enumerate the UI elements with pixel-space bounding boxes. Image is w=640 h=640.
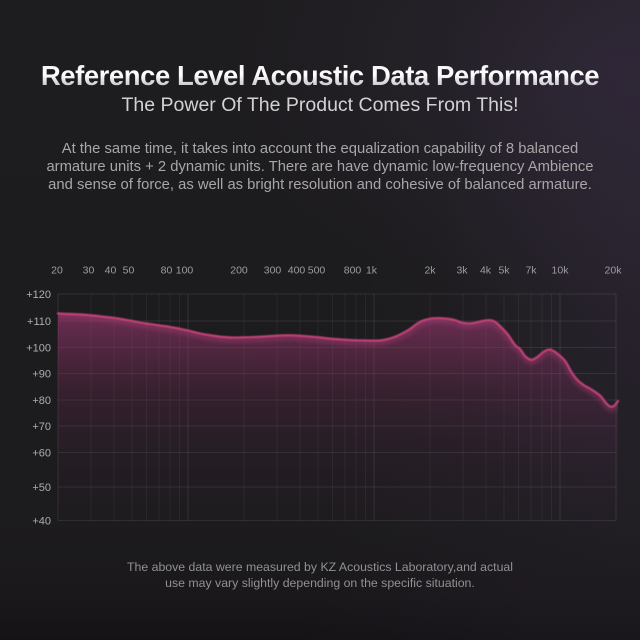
svg-text:200: 200	[230, 265, 248, 277]
svg-text:20: 20	[51, 265, 63, 277]
svg-text:+70: +70	[32, 421, 51, 433]
svg-text:80: 80	[161, 265, 173, 277]
svg-text:800: 800	[344, 265, 362, 277]
svg-text:50: 50	[123, 265, 135, 277]
svg-text:+80: +80	[32, 395, 51, 407]
svg-text:+120: +120	[26, 289, 51, 301]
svg-text:2k: 2k	[424, 265, 436, 277]
svg-text:300: 300	[264, 265, 282, 277]
svg-text:400: 400	[288, 265, 306, 277]
svg-text:500: 500	[308, 265, 326, 277]
svg-text:4k: 4k	[480, 265, 492, 277]
svg-text:20k: 20k	[605, 265, 623, 277]
svg-text:+100: +100	[26, 342, 51, 354]
svg-text:+110: +110	[27, 316, 51, 328]
svg-text:+60: +60	[32, 447, 51, 459]
svg-text:7k: 7k	[525, 265, 537, 277]
svg-text:+50: +50	[32, 482, 51, 494]
svg-text:30: 30	[83, 265, 95, 277]
svg-text:+90: +90	[32, 368, 51, 380]
svg-text:5k: 5k	[498, 265, 510, 277]
svg-text:40: 40	[105, 265, 117, 277]
svg-text:100: 100	[176, 265, 194, 277]
svg-text:1k: 1k	[366, 265, 378, 277]
svg-text:10k: 10k	[552, 265, 570, 277]
svg-text:3k: 3k	[456, 265, 468, 277]
svg-text:+40: +40	[32, 515, 51, 527]
